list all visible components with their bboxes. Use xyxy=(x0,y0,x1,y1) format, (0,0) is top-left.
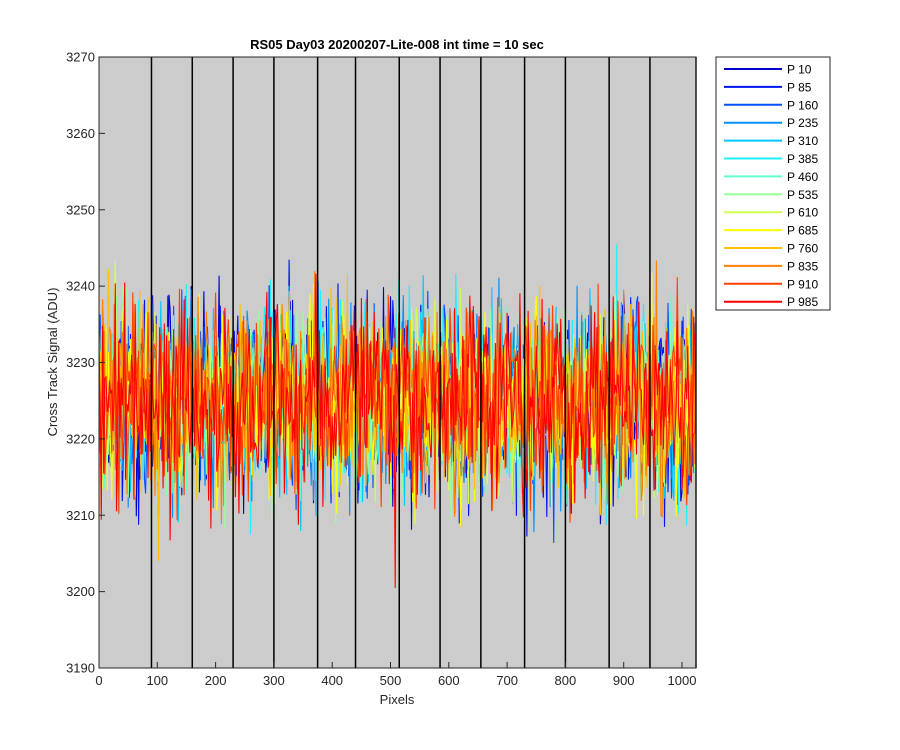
legend-label: P 460 xyxy=(787,170,818,184)
y-axis: 3190 3200 3210 3220 3230 3240 3250 3260 3270 xyxy=(66,50,105,676)
legend: P 10 P 85 P 160 P 235 P 310 P 385 P 460 P 535 P … xyxy=(715,56,831,311)
chart-title: RS05 Day03 20200207-Lite-008 int time = … xyxy=(250,37,544,52)
legend-label: P 385 xyxy=(787,152,818,166)
x-tick-label: 1000 xyxy=(668,673,697,688)
x-tick-label: 100 xyxy=(146,673,168,688)
y-tick-label: 3270 xyxy=(66,50,95,65)
x-axis-label: Pixels xyxy=(380,692,415,707)
x-axis: 0 100 200 300 400 500 600 700 800 900 1000 xyxy=(95,662,696,688)
series-line xyxy=(98,273,697,589)
plot-area xyxy=(98,56,697,669)
legend-label: P 535 xyxy=(787,188,818,202)
x-tick-label: 500 xyxy=(380,673,402,688)
y-tick-label: 3200 xyxy=(66,584,95,599)
legend-label: P 10 xyxy=(787,63,812,77)
y-tick-label: 3260 xyxy=(66,126,95,141)
legend-label: P 835 xyxy=(787,259,818,273)
x-tick-label: 900 xyxy=(613,673,635,688)
y-tick-label: 3210 xyxy=(66,508,95,523)
x-tick-label: 400 xyxy=(321,673,343,688)
x-tick-label: 200 xyxy=(205,673,227,688)
y-tick-label: 3240 xyxy=(66,279,95,294)
legend-label: P 760 xyxy=(787,242,818,256)
y-tick-label: 3230 xyxy=(66,355,95,370)
legend-label: P 235 xyxy=(787,116,818,130)
legend-entries: P 10 P 85 P 160 P 235 P 310 P 385 P 460 P 535 P … xyxy=(724,63,818,309)
x-tick-label: 600 xyxy=(438,673,460,688)
y-tick-label: 3250 xyxy=(66,202,95,217)
legend-label: P 685 xyxy=(787,224,818,238)
legend-box xyxy=(715,56,831,311)
x-tick-label: 300 xyxy=(263,673,285,688)
legend-label: P 160 xyxy=(787,98,818,112)
y-axis-label: Cross Track Signal (ADU) xyxy=(45,288,60,437)
legend-label: P 985 xyxy=(787,295,818,309)
x-tick-label: 0 xyxy=(95,673,102,688)
x-tick-label: 700 xyxy=(496,673,518,688)
x-tick-label: 800 xyxy=(555,673,577,688)
legend-label: P 610 xyxy=(787,206,818,220)
legend-label: P 85 xyxy=(787,80,812,94)
y-tick-label: 3220 xyxy=(66,431,95,446)
y-tick-label: 3190 xyxy=(66,661,95,676)
series-layer xyxy=(98,244,697,589)
series-line xyxy=(98,277,697,523)
legend-label: P 910 xyxy=(787,277,818,291)
legend-label: P 310 xyxy=(787,134,818,148)
